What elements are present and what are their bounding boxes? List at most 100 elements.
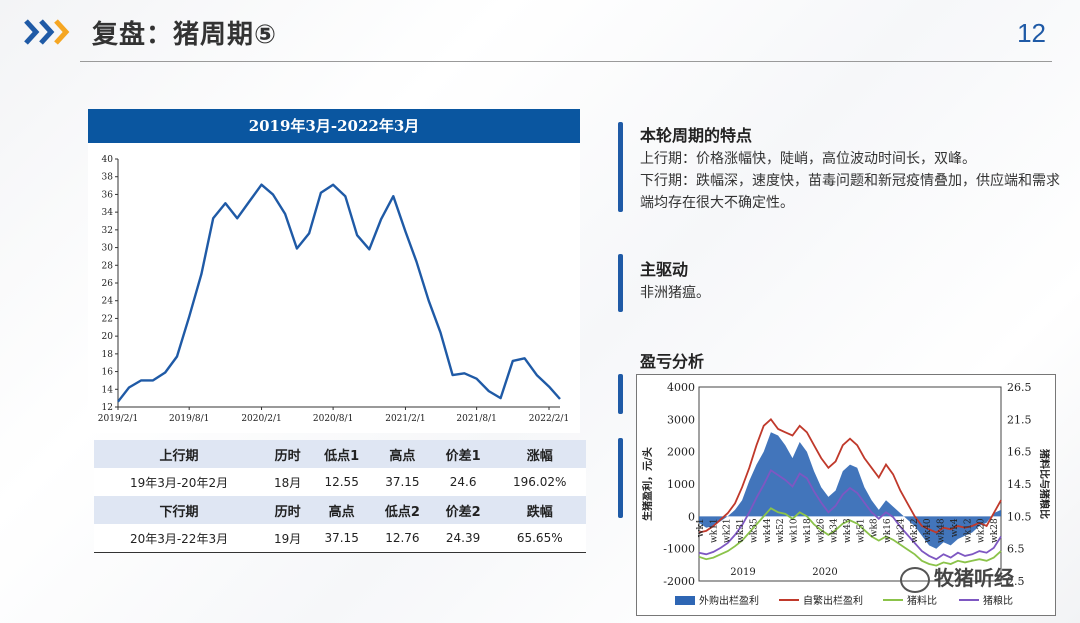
y2-tick-label: 26.5 xyxy=(1007,381,1032,394)
y-tick-label: 36 xyxy=(102,190,114,200)
y-tick-label: 14 xyxy=(102,385,114,395)
x-tick-label: 2019/2/1 xyxy=(98,414,138,424)
x-tick-label: wk20 xyxy=(977,518,987,543)
x-tick-label: 2022/2/1 xyxy=(529,414,569,424)
x-tick-label: 2021/2/1 xyxy=(385,414,425,424)
x-tick-label: wk44 xyxy=(763,518,773,543)
y-tick-label: 22 xyxy=(102,314,113,324)
table-cell: 65.65% xyxy=(493,524,586,553)
table-cell: 37.15 xyxy=(372,468,433,496)
y-tick-label: 32 xyxy=(102,226,113,236)
section-title: 盈亏分析 xyxy=(640,352,705,371)
y-tick-label: 0 xyxy=(688,510,695,523)
y2-axis-label: 猪料比与猪粮比 xyxy=(1038,448,1051,519)
y-tick-label: 28 xyxy=(102,261,114,271)
x-tick-label: wk11 xyxy=(709,518,719,543)
year-label: 2020 xyxy=(812,567,837,578)
watermark-text: 牧猪听经 xyxy=(934,566,1014,590)
x-tick-label: wk28 xyxy=(990,518,1000,543)
y2-tick-label: 10.5 xyxy=(1007,510,1032,523)
table-cell: 低点1 xyxy=(311,440,373,468)
x-tick-label: wk34 xyxy=(830,518,840,543)
self-breed-profit-line xyxy=(698,417,1002,534)
section-bar xyxy=(618,374,623,414)
table-cell: 19年3月-20年2月 xyxy=(94,468,265,496)
x-tick-label: wk43 xyxy=(843,518,853,543)
page-number: 12 xyxy=(1017,18,1046,48)
x-tick-label: wk4 xyxy=(950,518,960,537)
table-cell: 历时 xyxy=(264,440,312,468)
wechat-icon xyxy=(900,566,930,593)
x-tick-label: wk24 xyxy=(896,518,906,543)
x-tick-label: wk21 xyxy=(723,518,733,543)
table-cell: 涨幅 xyxy=(493,440,586,468)
x-tick-label: wk16 xyxy=(883,518,893,543)
table-cell: 196.02% xyxy=(493,468,586,496)
table-cell: 下行期 xyxy=(94,496,265,524)
y-tick-label: 34 xyxy=(102,208,114,218)
table-row: 20年3月-22年3月 19月 37.15 12.76 24.39 65.65% xyxy=(94,524,586,553)
y2-tick-label: 2.5 xyxy=(1007,575,1025,588)
table-cell: 跌幅 xyxy=(493,496,586,524)
table-cell: 价差2 xyxy=(432,496,494,524)
legend-label: 猪料比 xyxy=(907,594,937,607)
pig-grain-ratio-line xyxy=(698,468,1002,561)
y-axis-label: 生猪盈利，元/头 xyxy=(641,447,654,521)
x-tick-label: wk51 xyxy=(856,518,866,543)
table-cell: 历时 xyxy=(264,496,312,524)
y-tick-label: -1000 xyxy=(663,543,695,556)
y-tick-label: 16 xyxy=(102,368,114,378)
watermark: 牧猪听经 xyxy=(900,562,1014,593)
table-header-row: 下行期 历时 高点 低点2 价差2 跌幅 xyxy=(94,496,586,524)
y-tick-label: 1000 xyxy=(667,478,695,491)
price-chart-panel: 2019年3月-2022年3月 12 14 16 18 20 22 24 26 28 30 32 34… xyxy=(88,109,580,565)
table-cell: 低点2 xyxy=(372,496,433,524)
price-chart-svg: 12 14 16 18 20 22 24 26 28 30 32 34 36 38 40 2019/2/1 20… xyxy=(98,155,569,424)
chevrons-icon xyxy=(24,19,70,45)
table-cell: 20年3月-22年3月 xyxy=(94,524,265,553)
y-tick-label: 12 xyxy=(102,403,113,413)
y2-tick-label: 14.5 xyxy=(1007,478,1032,491)
x-tick-label: wk18 xyxy=(803,518,813,543)
x-tick-label: wk10 xyxy=(790,518,800,543)
y-tick-label: 24 xyxy=(102,297,114,307)
x-tick-label: wk26 xyxy=(816,518,826,543)
cycle-table: 上行期 历时 低点1 高点 价差1 涨幅 19年3月-20年2月 18月 12.… xyxy=(94,440,586,553)
price-series-line xyxy=(117,183,561,403)
y-tick-label: 3000 xyxy=(667,413,695,426)
section-bar xyxy=(618,254,623,312)
x-tick-label: wk12 xyxy=(963,518,973,543)
legend-swatch xyxy=(675,596,695,605)
legend-label: 外购出栏盈利 xyxy=(699,594,759,607)
section-bar xyxy=(618,438,623,518)
table-cell: 价差1 xyxy=(432,440,494,468)
table-cell: 12.76 xyxy=(372,524,433,553)
y2-tick-label: 6.5 xyxy=(1007,543,1025,556)
table-cell: 24.39 xyxy=(432,524,494,553)
features-line-1: 上行期：价格涨幅快，陡峭，高位波动时间长，双峰。 xyxy=(640,151,976,167)
profit-chart-svg: -2000 -1000 0 1000 2000 3000 4000 26.5 21.5 16.5 1… xyxy=(641,381,1051,607)
legend-label: 猪粮比 xyxy=(983,594,1013,607)
section-text: 非洲猪瘟。 xyxy=(640,285,710,301)
table-cell: 19月 xyxy=(264,524,312,553)
price-line-chart: 12 14 16 18 20 22 24 26 28 30 32 34 36 38 40 2019/2/1 20… xyxy=(88,143,580,433)
x-tick-label: 2020/8/1 xyxy=(313,414,353,424)
plot-frame xyxy=(698,386,1002,582)
table-cell: 上行期 xyxy=(94,440,265,468)
page-title: 复盘：猪周期⑤ xyxy=(92,20,278,50)
features-line-2: 下行期：跌幅深，速度快，苗毒问题和新冠疫情叠加，供应端和需求端均存在很大不确定性… xyxy=(640,173,1060,211)
y-tick-label: 30 xyxy=(102,244,114,254)
table-cell: 高点 xyxy=(311,496,373,524)
header-divider xyxy=(80,61,1052,62)
x-tick-label: wk31 xyxy=(736,518,746,543)
section-title: 主驱动 xyxy=(640,260,689,279)
x-tick-label: 2019/8/1 xyxy=(169,414,209,424)
y-tick-label: 20 xyxy=(102,332,114,342)
header: 复盘：猪周期⑤ 12 xyxy=(0,0,1080,64)
x-tick-label: 2021/8/1 xyxy=(456,414,496,424)
y-tick-label: 38 xyxy=(102,173,114,183)
x-tick-label: wk1 xyxy=(696,518,706,537)
table-cell: 高点 xyxy=(372,440,433,468)
x-tick-label: wk52 xyxy=(776,518,786,543)
table-cell: 18月 xyxy=(264,468,312,496)
